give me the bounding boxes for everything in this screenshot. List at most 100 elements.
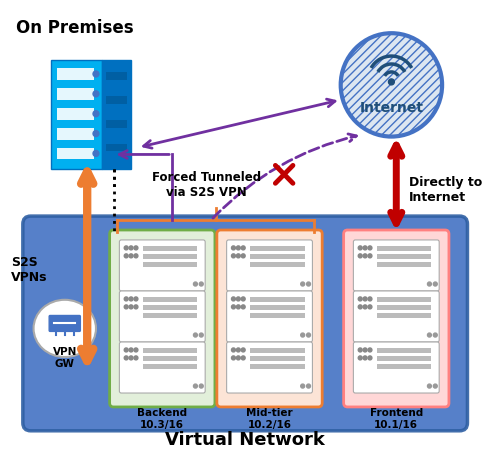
Text: Internet: Internet	[360, 100, 424, 114]
Circle shape	[129, 348, 133, 352]
Ellipse shape	[34, 300, 96, 357]
Circle shape	[358, 356, 362, 360]
Bar	[57, 148, 94, 160]
Circle shape	[134, 305, 138, 309]
Circle shape	[232, 297, 235, 301]
Circle shape	[93, 131, 99, 137]
Circle shape	[368, 254, 372, 258]
Bar	[143, 356, 198, 361]
Bar	[143, 297, 198, 302]
FancyBboxPatch shape	[344, 231, 449, 407]
Circle shape	[428, 384, 432, 388]
Circle shape	[306, 333, 310, 338]
Circle shape	[134, 356, 138, 360]
Text: Directly to
Internet: Directly to Internet	[409, 176, 482, 204]
Circle shape	[134, 348, 138, 352]
FancyBboxPatch shape	[120, 342, 205, 393]
Bar	[143, 313, 198, 318]
FancyBboxPatch shape	[354, 342, 439, 393]
Bar	[143, 246, 198, 251]
Circle shape	[241, 246, 245, 250]
Circle shape	[368, 348, 372, 352]
Bar	[57, 128, 94, 140]
Bar	[57, 108, 94, 120]
Circle shape	[241, 348, 245, 352]
Circle shape	[388, 80, 394, 86]
Circle shape	[300, 282, 304, 287]
Circle shape	[363, 246, 367, 250]
Circle shape	[134, 246, 138, 250]
Circle shape	[300, 333, 304, 338]
Circle shape	[124, 348, 128, 352]
Circle shape	[232, 305, 235, 309]
Circle shape	[232, 356, 235, 360]
Bar	[250, 356, 304, 361]
Circle shape	[358, 348, 362, 352]
Circle shape	[368, 305, 372, 309]
FancyBboxPatch shape	[120, 291, 205, 342]
Circle shape	[358, 254, 362, 258]
Bar	[250, 305, 304, 310]
Circle shape	[434, 282, 437, 287]
Circle shape	[434, 333, 437, 338]
Bar	[250, 348, 304, 353]
FancyBboxPatch shape	[226, 342, 312, 393]
Bar	[250, 262, 304, 267]
Circle shape	[236, 356, 240, 360]
Text: S2S
VPNs: S2S VPNs	[11, 255, 48, 283]
Circle shape	[134, 254, 138, 258]
Circle shape	[300, 384, 304, 388]
Circle shape	[363, 297, 367, 301]
Circle shape	[124, 246, 128, 250]
Circle shape	[232, 246, 235, 250]
Bar	[377, 356, 432, 361]
Circle shape	[363, 254, 367, 258]
Circle shape	[93, 92, 99, 98]
FancyBboxPatch shape	[354, 291, 439, 342]
Circle shape	[194, 333, 198, 338]
Circle shape	[340, 34, 442, 137]
Circle shape	[236, 297, 240, 301]
Text: Frontend
10.1/16: Frontend 10.1/16	[370, 407, 423, 429]
Circle shape	[124, 356, 128, 360]
Circle shape	[236, 348, 240, 352]
Bar	[143, 348, 198, 353]
Bar	[377, 313, 432, 318]
Circle shape	[232, 254, 235, 258]
Circle shape	[129, 246, 133, 250]
FancyBboxPatch shape	[23, 217, 468, 431]
Circle shape	[200, 282, 203, 287]
Circle shape	[363, 348, 367, 352]
Circle shape	[363, 356, 367, 360]
Text: Forced Tunneled
via S2S VPN: Forced Tunneled via S2S VPN	[152, 171, 260, 199]
FancyBboxPatch shape	[102, 61, 131, 170]
Bar	[250, 246, 304, 251]
Bar	[143, 254, 198, 259]
Text: Mid-tier
10.2/16: Mid-tier 10.2/16	[246, 407, 293, 429]
Bar	[250, 297, 304, 302]
Bar	[377, 262, 432, 267]
Circle shape	[93, 72, 99, 78]
Circle shape	[129, 254, 133, 258]
Circle shape	[194, 282, 198, 287]
FancyBboxPatch shape	[120, 240, 205, 291]
Circle shape	[134, 297, 138, 301]
FancyBboxPatch shape	[354, 240, 439, 291]
Bar	[106, 144, 127, 152]
Circle shape	[236, 305, 240, 309]
Circle shape	[93, 112, 99, 118]
Circle shape	[129, 305, 133, 309]
Circle shape	[368, 356, 372, 360]
Circle shape	[200, 384, 203, 388]
Bar	[57, 89, 94, 100]
Circle shape	[232, 348, 235, 352]
Bar	[377, 297, 432, 302]
Circle shape	[241, 305, 245, 309]
Bar	[377, 246, 432, 251]
Text: Backend
10.3/16: Backend 10.3/16	[137, 407, 188, 429]
Circle shape	[428, 282, 432, 287]
Bar	[377, 305, 432, 310]
Circle shape	[236, 246, 240, 250]
Circle shape	[428, 333, 432, 338]
Circle shape	[368, 297, 372, 301]
